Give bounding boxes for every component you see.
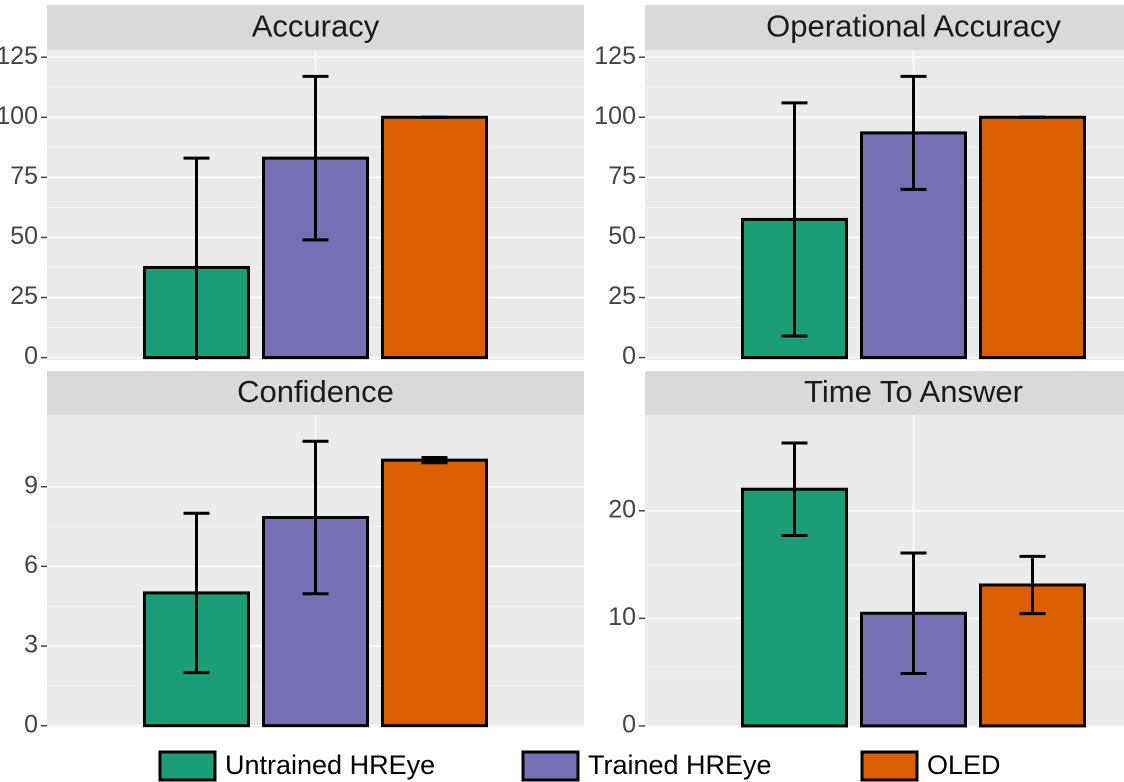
y-tick-label: 50: [10, 222, 38, 250]
y-tick-label: 0: [622, 342, 636, 370]
y-tick-label: 100: [0, 102, 38, 130]
legend-label: Trained HREye: [588, 750, 772, 780]
legend-label: Untrained HREye: [225, 750, 435, 780]
y-tick-label: 75: [10, 162, 38, 190]
y-tick-label: 75: [608, 162, 636, 190]
strip: [645, 5, 1124, 50]
y-tick-label: 0: [24, 710, 38, 738]
bar: [381, 115, 488, 360]
panel-title: Confidence: [237, 374, 394, 409]
y-tick-label: 9: [24, 471, 38, 499]
strip: [47, 371, 584, 415]
legend-swatch: [158, 750, 217, 782]
bar: [381, 458, 488, 728]
strip: [645, 371, 1124, 415]
legend-swatch: [521, 750, 580, 782]
y-tick-label: 125: [594, 42, 636, 70]
y-tick-label: 100: [594, 102, 636, 130]
y-tick-label: 0: [622, 711, 636, 739]
y-tick-label: 10: [608, 603, 636, 631]
y-tick-label: 50: [608, 222, 636, 250]
panel-title: Time To Answer: [804, 374, 1023, 409]
legend-swatch: [860, 750, 919, 782]
panel-title: Operational Accuracy: [766, 9, 1061, 44]
y-tick-label: 25: [608, 282, 636, 310]
panel-title: Accuracy: [252, 9, 380, 44]
y-tick-label: 25: [10, 282, 38, 310]
y-tick-label: 0: [24, 342, 38, 370]
y-tick-label: 3: [24, 631, 38, 659]
legend-label: OLED: [927, 750, 1001, 780]
bar: [979, 115, 1086, 360]
y-tick-label: 6: [24, 551, 38, 579]
y-tick-label: 20: [608, 495, 636, 523]
strip: [47, 5, 584, 50]
y-tick-label: 125: [0, 42, 38, 70]
